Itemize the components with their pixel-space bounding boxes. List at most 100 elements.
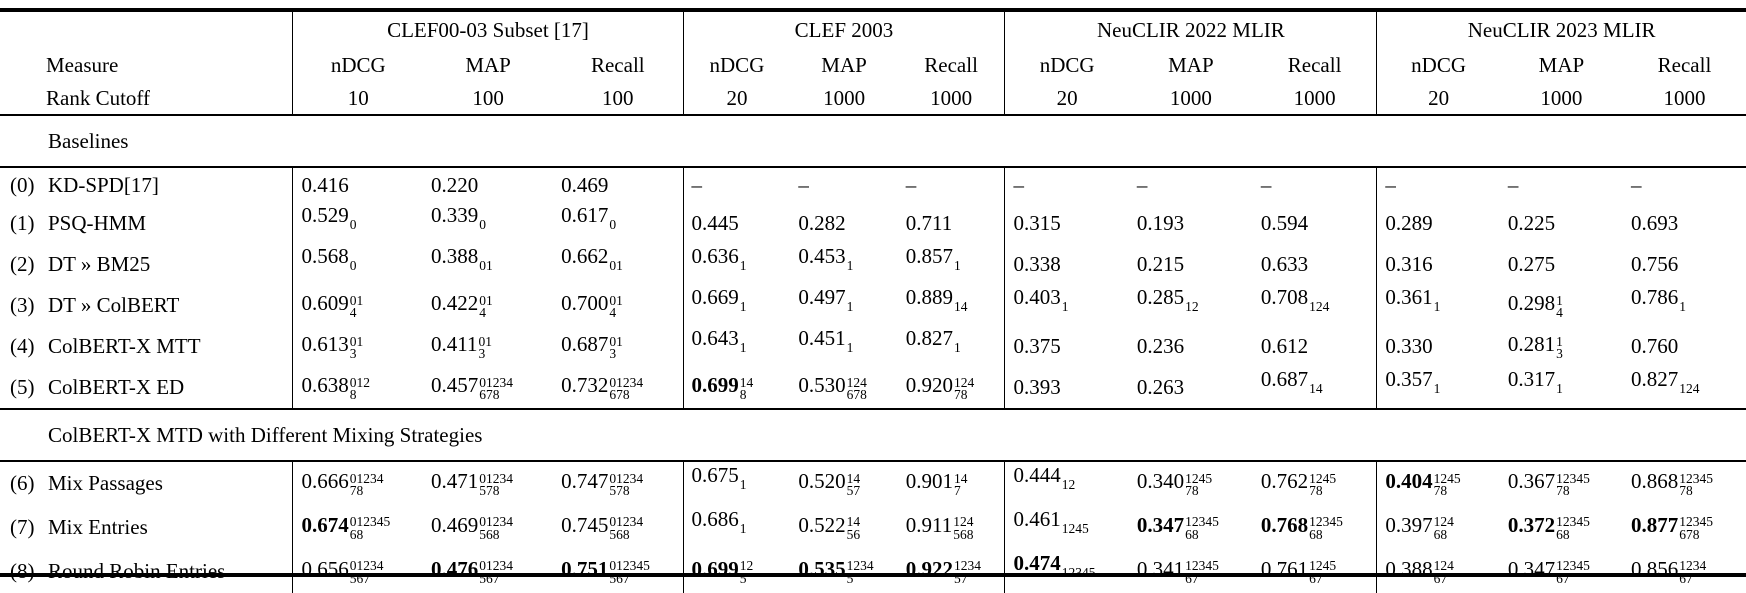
significance-marks: 1 xyxy=(846,340,854,367)
score: 0.215 xyxy=(1136,252,1185,276)
significance-subscript: 678 xyxy=(479,387,500,403)
score: 0.699 xyxy=(691,373,739,398)
metric-value: 0.530 124 678 xyxy=(790,367,897,409)
score: – xyxy=(905,173,917,197)
score: 0.675 xyxy=(691,463,739,487)
metric-value: 0.469 xyxy=(553,167,683,203)
significance-subscript xyxy=(350,273,357,286)
rank-cutoff-value: 10 xyxy=(292,82,424,115)
significance-marks: 1245 xyxy=(1061,520,1089,548)
score: 0.347 xyxy=(1136,512,1185,537)
metric-value: 0.474 12345 xyxy=(1004,549,1129,593)
metric-value: 0.298 1 4 xyxy=(1500,285,1623,326)
significance-marks: 01234 567 xyxy=(479,559,513,585)
significance-superscript: 01 xyxy=(609,292,623,308)
metric-value: 0.711 xyxy=(898,203,1005,244)
score: 0.636 xyxy=(691,244,739,268)
significance-subscript xyxy=(1062,314,1069,327)
score: 0.445 xyxy=(691,211,739,235)
metric-value: 0.339 0 xyxy=(423,203,553,244)
significance-superscript: 1245 xyxy=(1061,520,1089,536)
score: 0.357 xyxy=(1385,367,1433,391)
significance-marks: 1 xyxy=(1434,382,1441,409)
significance-superscript: 01 xyxy=(609,333,623,349)
significance-superscript: 124 xyxy=(846,374,867,390)
score: – xyxy=(1013,173,1024,197)
significance-marks: 12345 67 xyxy=(1185,558,1219,585)
significance-marks: 124 68 xyxy=(1433,515,1454,542)
significance-marks: 12345 xyxy=(1062,566,1096,592)
significance-marks: 1 xyxy=(847,300,854,327)
significance-subscript: 67 xyxy=(1556,570,1570,586)
significance-marks: 12345 678 xyxy=(1679,515,1713,541)
significance-subscript xyxy=(609,273,623,286)
score: 0.367 xyxy=(1507,469,1556,494)
significance-superscript: 12345 xyxy=(1309,514,1343,530)
metric-value: 0.404 1245 78 xyxy=(1376,461,1500,505)
significance-subscript: 678 xyxy=(846,387,867,403)
rank-cutoff-value: 1000 xyxy=(1293,85,1336,110)
significance-subscript xyxy=(350,232,357,245)
significance-marks: 12 xyxy=(1062,478,1076,504)
significance-subscript: 57 xyxy=(954,570,968,586)
metric-value: 0.699 14 8 xyxy=(682,367,791,409)
score: 0.751 xyxy=(561,556,609,581)
score: 0.700 xyxy=(561,291,609,316)
significance-subscript xyxy=(1309,396,1323,409)
score: 0.341 xyxy=(1136,556,1185,581)
significance-superscript: 124 xyxy=(1679,381,1700,396)
significance-marks: 12345 68 xyxy=(1185,515,1219,541)
significance-subscript: 56 xyxy=(846,526,861,542)
metric-value: – xyxy=(682,167,791,203)
score: 0.340 xyxy=(1136,469,1185,494)
score: 0.768 xyxy=(1260,512,1309,537)
metric-value: 0.868 12345 78 xyxy=(1623,461,1746,505)
significance-superscript: 01 xyxy=(479,258,493,273)
system-name: Mix Passages xyxy=(48,471,163,495)
score: – xyxy=(1630,173,1642,197)
score: 0.298 xyxy=(1507,291,1556,316)
metric-value: 0.760 xyxy=(1623,326,1746,367)
significance-subscript: 568 xyxy=(609,526,630,542)
metric-value: – xyxy=(790,167,897,203)
significance-subscript: 68 xyxy=(1433,526,1448,542)
table-row: (6) Mix Passages 0.666 01234 78 0.471 01234 578… xyxy=(0,461,1746,505)
column-group-label: NeuCLIR 2023 MLIR xyxy=(1376,12,1746,49)
section-header-row: Baselines xyxy=(0,114,1746,168)
significance-subscript: 568 xyxy=(479,526,500,542)
rank-cutoff-value: 100 xyxy=(472,85,504,110)
metric-value: 0.522 14 56 xyxy=(790,505,897,549)
significance-marks: 14 8 xyxy=(740,376,754,402)
metric-value: 0.316 xyxy=(1376,244,1500,285)
metric-value: 0.388 124 67 xyxy=(1376,549,1500,593)
significance-superscript: 012 xyxy=(349,374,370,390)
significance-subscript xyxy=(847,314,854,327)
metric-value: 0.786 1 xyxy=(1623,285,1746,326)
score: 0.444 xyxy=(1013,463,1061,487)
significance-marks: 0 xyxy=(350,218,357,245)
metric-value: 0.476 01234 567 xyxy=(423,549,553,593)
significance-superscript: 1 xyxy=(1679,299,1686,314)
significance-subscript: 67 xyxy=(1433,570,1448,586)
metric-value: 0.225 xyxy=(1500,203,1623,244)
significance-superscript: 1 xyxy=(846,258,854,273)
score: 0.476 xyxy=(431,556,479,581)
significance-superscript: 1 xyxy=(739,340,747,355)
significance-superscript: 1 xyxy=(846,340,854,355)
significance-superscript: 12345 xyxy=(1185,558,1219,574)
score: 0.747 xyxy=(561,469,609,494)
significance-marks: 1234 67 xyxy=(1679,559,1706,585)
results-table: CLEF00-03 Subset [17] CLEF 2003 NeuCLIR 20… xyxy=(0,12,1746,593)
metric-value: 0.687 01 3 xyxy=(553,326,683,367)
significance-superscript: 1234 xyxy=(846,558,874,574)
significance-marks: 14 57 xyxy=(847,472,861,498)
metric-value: 0.330 xyxy=(1376,326,1500,367)
significance-subscript xyxy=(1434,396,1441,409)
system-name: PSQ-HMM xyxy=(48,211,147,235)
metric-value: 0.361 1 xyxy=(1376,285,1500,326)
metric-name-label: nDCG xyxy=(1004,49,1129,82)
significance-marks: 14 56 xyxy=(846,515,861,542)
significance-subscript: 78 xyxy=(1309,483,1323,499)
significance-superscript: 0 xyxy=(479,217,487,232)
